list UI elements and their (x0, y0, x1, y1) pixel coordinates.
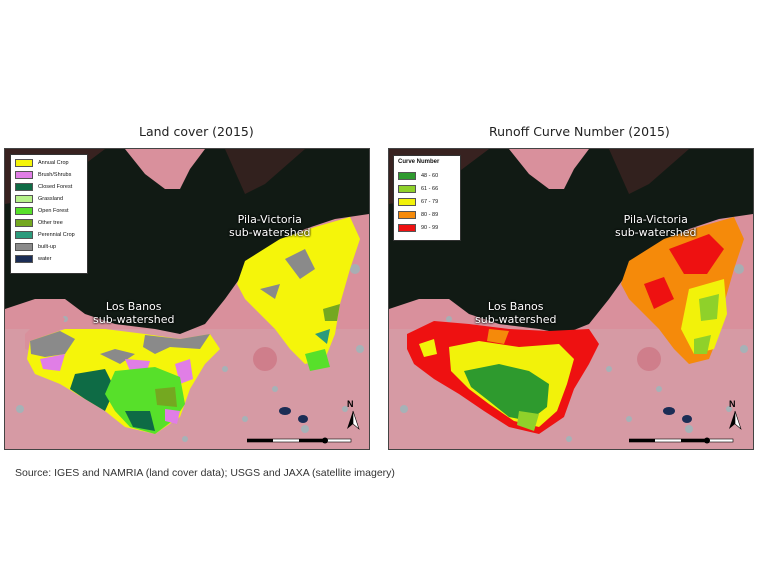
pila-victoria-label: Pila-Victoria sub-watershed (615, 213, 696, 239)
legend-item-80-89: 80 - 89 (398, 210, 438, 219)
legend-item-perennial-crop: Perennial Crop (15, 230, 75, 239)
legend-swatch (15, 242, 33, 251)
legend-label: 80 - 89 (421, 211, 439, 218)
legend-label: built-up (38, 243, 57, 250)
legend-item-90-99: 90 - 99 (398, 223, 438, 232)
los-banos-name: Los Banos (487, 300, 544, 313)
legend-swatch (398, 210, 416, 219)
legend-label: 61 - 66 (421, 185, 439, 192)
legend-item-other-tree: Other tree (15, 218, 63, 227)
legend-label: 90 - 99 (421, 224, 439, 231)
legend-swatch (15, 218, 33, 227)
north-label: N (729, 399, 736, 409)
north-arrow-icon: N (727, 399, 743, 431)
legend-item-water: water (15, 254, 51, 263)
legend-label: water (38, 255, 52, 262)
legend-label: Closed Forest (38, 183, 73, 190)
legend-label: Annual Crop (38, 159, 69, 166)
source-caption: Source: IGES and NAMRIA (land cover data… (15, 467, 395, 479)
legend-item-open-forest: Open Forest (15, 206, 69, 215)
legend-item-closed-forest: Closed Forest (15, 182, 72, 191)
los-banos-label: Los Banos sub-watershed (475, 300, 556, 326)
legend-item-61-66: 61 - 66 (398, 184, 438, 193)
runoff-curve-title: Runoff Curve Number (2015) (489, 124, 670, 139)
legend-swatch (15, 206, 33, 215)
los-banos-subtitle: sub-watershed (475, 313, 557, 326)
pila-victoria-label: Pila-Victoria sub-watershed (229, 213, 310, 239)
legend-item-48-60: 48 - 60 (398, 171, 438, 180)
land-cover-title: Land cover (2015) (139, 124, 254, 139)
los-banos-name: Los Banos (105, 300, 162, 313)
pila-victoria-name: Pila-Victoria (623, 213, 688, 226)
legend-label: Other tree (38, 219, 63, 226)
legend-item-67-79: 67 - 79 (398, 197, 438, 206)
land-cover-legend: Annual Crop Brush/Shrubs Closed Forest G… (10, 154, 88, 274)
legend-swatch (398, 197, 416, 206)
legend-label: Brush/Shrubs (38, 171, 72, 178)
legend-item-grassland: Grassland (15, 194, 63, 203)
legend-swatch (15, 170, 33, 179)
los-banos-label: Los Banos sub-watershed (93, 300, 174, 326)
legend-title: Curve Number (398, 159, 440, 165)
legend-label: Grassland (38, 195, 64, 202)
north-label: N (347, 399, 354, 409)
runoff-curve-map: Curve Number 48 - 60 61 - 66 67 - 79 80 … (388, 148, 754, 450)
legend-swatch (398, 184, 416, 193)
legend-label: 48 - 60 (421, 172, 439, 179)
legend-item-brush-shrubs: Brush/Shrubs (15, 170, 71, 179)
pila-victoria-subtitle: sub-watershed (615, 226, 697, 239)
curve-number-legend: Curve Number 48 - 60 61 - 66 67 - 79 80 … (393, 155, 461, 241)
legend-item-built-up: built-up (15, 242, 56, 251)
land-cover-map: Annual Crop Brush/Shrubs Closed Forest G… (4, 148, 370, 450)
legend-label: 67 - 79 (421, 198, 439, 205)
pila-victoria-subtitle: sub-watershed (229, 226, 311, 239)
pila-victoria-name: Pila-Victoria (237, 213, 302, 226)
legend-swatch (15, 230, 33, 239)
legend-label: Perennial Crop (38, 231, 75, 238)
legend-label: Open Forest (38, 207, 69, 214)
legend-swatch (15, 254, 33, 263)
runoff-curve-map-image (389, 149, 753, 449)
legend-item-annual-crop: Annual Crop (15, 158, 69, 167)
los-banos-subtitle: sub-watershed (93, 313, 175, 326)
north-arrow-icon: N (345, 399, 361, 431)
legend-swatch (15, 194, 33, 203)
legend-swatch (15, 182, 33, 191)
legend-swatch (15, 158, 33, 167)
legend-swatch (398, 223, 416, 232)
legend-swatch (398, 171, 416, 180)
